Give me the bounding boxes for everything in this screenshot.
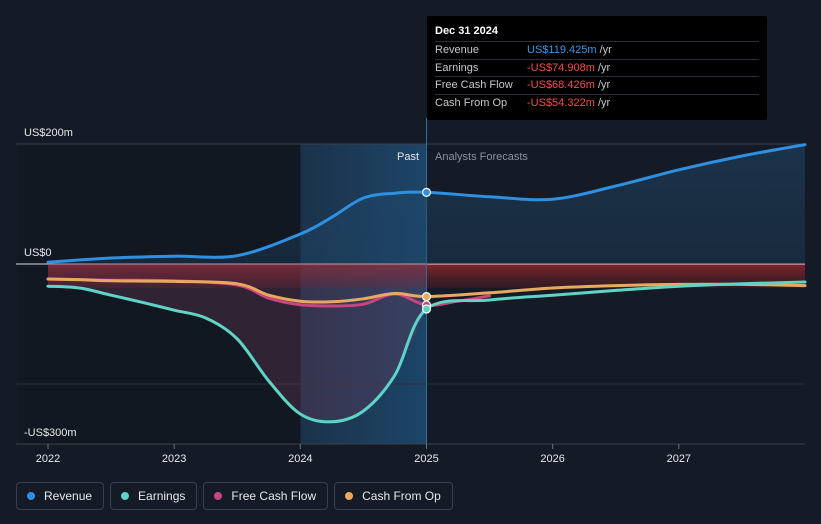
legend-item-earnings[interactable]: Earnings <box>110 482 198 510</box>
tooltip-row-earnings: Earnings -US$74.908m /yr <box>435 58 759 77</box>
tooltip-row-value: US$119.425m /yr <box>527 44 612 56</box>
legend-dot-icon <box>214 492 223 500</box>
x-tick-label-2027: 2027 <box>667 453 691 465</box>
tooltip-row-label: Earnings <box>435 61 479 74</box>
tooltip-row-revenue: Revenue US$119.425m /yr <box>435 41 759 59</box>
tooltip-row-unit: /yr <box>597 79 611 91</box>
tooltip-row-unit: /yr <box>599 44 612 56</box>
revenue-highlight-point <box>421 187 432 197</box>
legend-label: Free Cash Flow <box>231 489 317 503</box>
earnings-line <box>46 280 807 424</box>
y-axis-bottom-label: -US$300m <box>24 427 77 439</box>
earnings-highlight-point <box>421 304 432 314</box>
tooltip-row-label: Free Cash Flow <box>435 79 513 91</box>
earnings-area <box>48 264 427 422</box>
tooltip-row-unit: /yr <box>597 61 611 74</box>
tooltip-row-cash-from-op: Cash From Op -US$54.322m /yr <box>435 93 759 112</box>
cash-from-op-highlight-point <box>421 291 432 302</box>
legend-item-cash-from-op[interactable]: Cash From Op <box>334 482 453 510</box>
chart-legend: Revenue Earnings Free Cash Flow Cash From O… <box>16 482 453 512</box>
tooltip-row-free-cash-flow: Free Cash Flow -US$68.426m /yr <box>435 76 759 94</box>
legend-dot-icon <box>27 492 35 500</box>
past-shade <box>18 144 301 444</box>
revenue-line <box>46 143 807 264</box>
legend-dot-icon <box>345 492 354 500</box>
past-region-label: Past <box>397 151 419 163</box>
legend-label: Revenue <box>44 489 93 503</box>
tooltip-row-label: Revenue <box>435 44 480 56</box>
tooltip-row-value: -US$54.322m /yr <box>527 96 611 109</box>
x-tick-label-2026: 2026 <box>540 453 564 465</box>
legend-item-revenue[interactable]: Revenue <box>16 482 105 510</box>
legend-item-free-cash-flow[interactable]: Free Cash Flow <box>203 482 329 510</box>
x-tick-label-2025: 2025 <box>414 453 438 465</box>
tooltip-row-unit: /yr <box>597 96 611 109</box>
x-tick-label-2022: 2022 <box>36 453 60 465</box>
x-tick-label-2023: 2023 <box>162 453 186 465</box>
tooltip-date: Dec 31 2024 <box>435 25 498 37</box>
legend-dot-icon <box>121 492 130 500</box>
y-axis-zero-label: US$0 <box>24 247 52 259</box>
legend-label: Earnings <box>138 489 186 503</box>
tooltip-row-value: -US$74.908m /yr <box>527 61 611 74</box>
x-tick-label-2024: 2024 <box>288 453 312 465</box>
revenue-area <box>48 144 805 264</box>
tooltip-row-value: -US$68.426m /yr <box>527 79 611 91</box>
data-tooltip: Dec 31 2024 Revenue US$119.425m /yr Earnin… <box>427 16 767 120</box>
forecast-region-label: Analysts Forecasts <box>435 151 528 163</box>
legend-label: Cash From Op <box>362 489 441 503</box>
cash-from-op-line <box>46 277 807 304</box>
y-axis-top-label: US$200m <box>24 127 73 139</box>
tooltip-row-label: Cash From Op <box>435 96 508 109</box>
